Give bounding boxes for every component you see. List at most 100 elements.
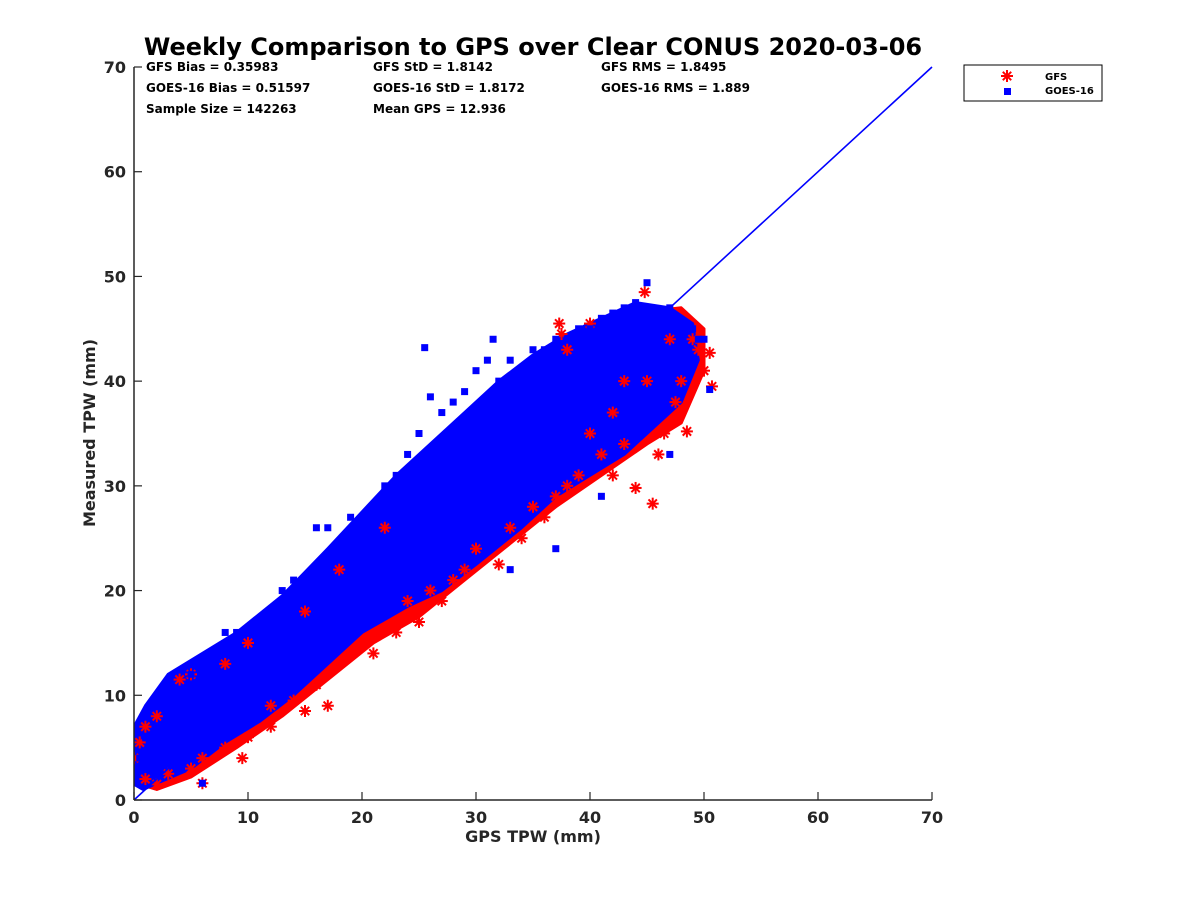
y-tick-label: 0 — [115, 791, 126, 810]
goes16-point — [136, 754, 144, 762]
gfs-point — [219, 741, 232, 754]
gfs-point — [703, 346, 716, 359]
goes16-point — [255, 618, 263, 626]
x-tick-label: 60 — [807, 808, 829, 827]
gfs-point — [504, 521, 517, 534]
goes16-point — [609, 430, 617, 437]
gfs-point — [680, 425, 693, 438]
stats-block: GFS Bias = 0.35983 GFS StD = 1.8142 GFS RM… — [146, 60, 750, 116]
goes16-point — [198, 712, 206, 720]
goes16-point — [540, 346, 548, 354]
goes16-point — [369, 503, 377, 511]
data-points — [134, 279, 718, 791]
gfs-point — [139, 720, 152, 733]
goes16-point — [210, 649, 218, 657]
gfs-point — [606, 469, 619, 482]
goes16-point — [540, 398, 548, 406]
goes16-point — [449, 398, 457, 406]
goes16-point — [552, 545, 560, 553]
gfs-point — [139, 773, 152, 786]
goes16-point — [609, 309, 617, 317]
gfs-point — [618, 437, 631, 450]
point-cloud-goes-16 — [134, 301, 700, 791]
goes16-point — [643, 279, 651, 287]
gfs-point — [321, 699, 334, 712]
goes16-point — [586, 325, 594, 333]
y-ticks: 0 10 20 30 40 50 60 70 — [104, 58, 142, 810]
goes16-point — [164, 702, 172, 710]
goes16-point — [472, 367, 480, 375]
goes16-point — [563, 335, 571, 343]
goes16-point — [324, 524, 332, 532]
x-tick-label: 70 — [921, 808, 943, 827]
gfs-point — [698, 364, 710, 377]
goes16-point — [141, 733, 149, 741]
goes16-point — [335, 545, 343, 553]
gfs-point — [424, 584, 437, 597]
goes16-point — [392, 471, 400, 479]
gfs-point — [561, 343, 574, 356]
goes16-point — [694, 335, 702, 343]
goes16-point — [147, 765, 155, 773]
stat-text: GOES-16 Bias = 0.51597 — [146, 81, 310, 95]
gfs-point — [618, 375, 631, 388]
gfs-point — [196, 752, 209, 765]
goes16-point — [176, 691, 184, 699]
goes16-point — [290, 576, 298, 584]
goes16-point — [358, 534, 366, 542]
goes16-point — [677, 356, 685, 364]
goes16-point — [632, 299, 640, 307]
goes16-point — [461, 388, 469, 396]
stat-text: Sample Size = 142263 — [146, 102, 297, 116]
gfs-point — [242, 636, 254, 649]
gfs-point — [185, 762, 197, 775]
goes16-point — [301, 670, 309, 678]
y-axis-label: Measured TPW (mm) — [80, 339, 99, 527]
gfs-point — [652, 448, 665, 461]
gfs-point — [356, 636, 368, 649]
gfs-point — [264, 699, 277, 712]
goes16-point — [632, 398, 640, 406]
legend-gfs-marker — [1001, 70, 1013, 82]
gfs-point — [606, 406, 619, 419]
goes16-point — [187, 670, 195, 678]
goes16-point — [689, 325, 697, 333]
gfs-point — [638, 286, 651, 299]
goes16-point — [706, 386, 714, 394]
gfs-point — [134, 736, 146, 749]
gfs-point — [470, 542, 482, 555]
gfs-point — [675, 375, 688, 388]
goes16-point — [506, 566, 514, 574]
x-tick-label: 10 — [237, 808, 259, 827]
gfs-point — [572, 469, 585, 482]
stat-text: GOES-16 RMS = 1.889 — [601, 81, 750, 95]
legend-box — [963, 64, 1103, 102]
gfs-point — [413, 615, 425, 628]
gfs-point — [595, 448, 608, 461]
goes16-point — [267, 608, 275, 616]
x-tick-label: 20 — [351, 808, 373, 827]
goes16-point — [489, 335, 497, 343]
gfs-point — [390, 626, 403, 639]
legend-goes16-marker — [1004, 88, 1011, 95]
x-tick-label: 30 — [465, 808, 487, 827]
goes16-point — [552, 335, 560, 343]
gfs-point — [150, 778, 163, 791]
gfs-point — [553, 317, 566, 330]
axes: 0 10 20 30 40 50 60 70 0 10 20 30 40 50 60 70 — [104, 58, 943, 827]
goes16-point — [312, 524, 320, 532]
legend-label: GFS — [1045, 72, 1067, 83]
gfs-point — [150, 710, 163, 723]
gfs-point — [367, 647, 380, 660]
x-tick-label: 50 — [693, 808, 715, 827]
goes16-point — [347, 513, 355, 521]
gfs-point — [515, 532, 528, 545]
goes16-point — [404, 450, 412, 458]
goes16-point — [233, 628, 241, 636]
x-tick-label: 0 — [128, 808, 139, 827]
goes16-point — [666, 450, 674, 458]
legend-label: GOES-16 — [1045, 86, 1094, 97]
gfs-point — [299, 605, 311, 618]
goes16-point — [438, 409, 446, 417]
